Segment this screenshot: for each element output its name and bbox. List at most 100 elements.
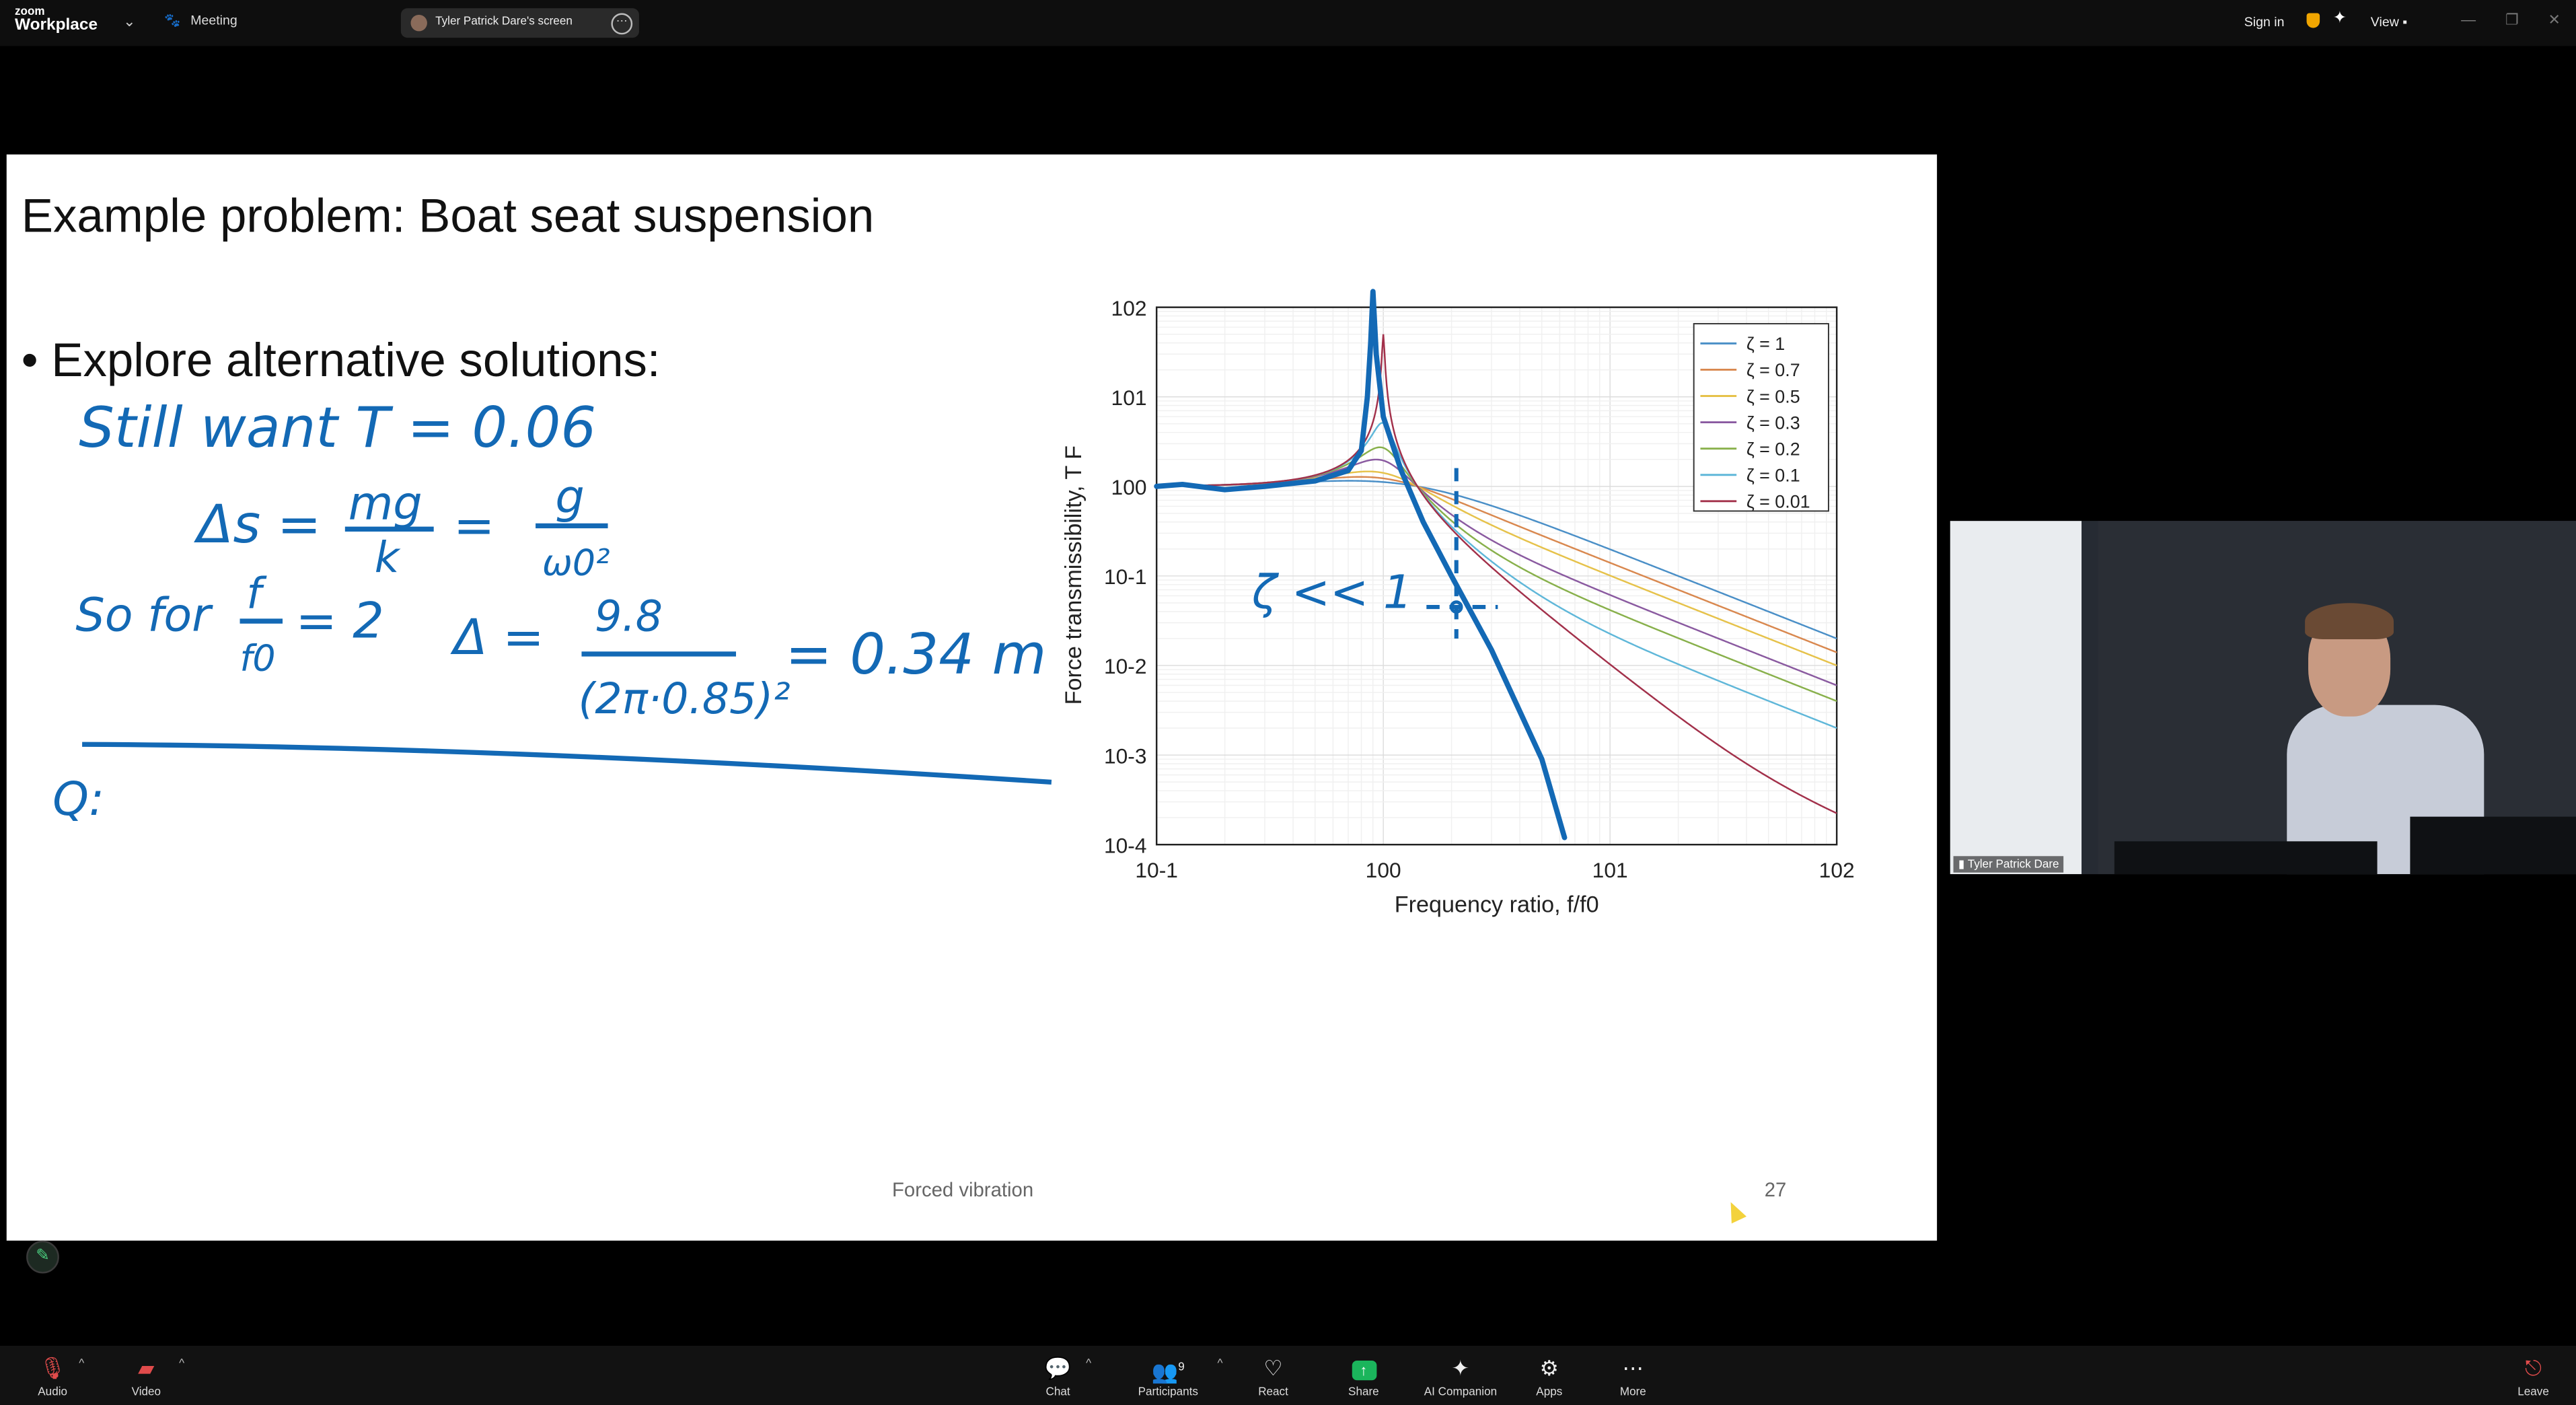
x-tick-label: 101 [1592,858,1628,882]
hw-mg: mg [348,478,422,531]
shared-screen-label: Tyler Patrick Dare's screen [435,16,573,28]
apps-label: Apps [1536,1387,1563,1399]
legend-entry: ζ = 0.1 [1746,466,1800,486]
participant-name-label: ▮ Tyler Patrick Dare [1953,856,2064,873]
microphone-muted-icon: 🎙 [38,1355,67,1381]
chat-label: Chat [1045,1387,1070,1399]
ai-sparkle-icon[interactable]: ✦ [2332,9,2347,28]
legend-entry: ζ = 0.2 [1746,439,1800,459]
restore-icon[interactable]: ❐ [2505,11,2519,28]
plot-frame [1155,306,1838,846]
hw-so-for: So for [75,589,213,643]
handwriting-layer: Still want T = 0.06 Δs = mg k = g ω0² So… [52,395,1052,826]
chat-button[interactable]: 💬 Chat [1008,1356,1107,1398]
apps-icon: ⚙ [1539,1355,1559,1381]
logo-small-text: zoom [14,6,45,18]
participants-label: Participants [1138,1387,1198,1399]
hw-delta-s: Δs = [194,494,321,555]
chevron-down-icon[interactable]: ⌄ [123,13,136,30]
more-options-icon[interactable]: ⋯ [611,13,633,35]
participants-count: 9 [1178,1362,1185,1374]
legend-entry: ζ = 0.3 [1746,412,1800,433]
zoom-workplace-logo: zoom Workplace [15,7,98,35]
y-tick-label: 10-2 [1104,654,1147,678]
y-tick-label: 101 [1111,386,1147,410]
series-line [1156,334,1837,814]
hw-line1: Still want T = 0.06 [79,395,596,460]
heart-icon: ♡ [1263,1355,1283,1381]
legend-entry: ζ = 0.01 [1746,492,1810,512]
x-tick-label: 100 [1366,858,1401,882]
shared-screen-pill[interactable]: Tyler Patrick Dare's screen ⋯ [400,8,639,38]
minimize-icon[interactable]: — [2461,11,2476,28]
hw-k: k [375,532,401,582]
y-tick-label: 10-4 [1104,833,1147,857]
legend-entry: ζ = 1 [1746,334,1785,354]
audio-button[interactable]: 🎙 Audio [3,1356,102,1398]
slide-bullet: • Explore alternative solutions: [21,335,661,388]
transmissibility-chart: 10-1 100 101 102 10-4 10-3 10-2 10-1 100 101 102 F… [1061,289,1855,917]
video-options-caret[interactable]: ^ [179,1359,185,1371]
participant-name: Tyler Patrick Dare [1967,859,2059,871]
ai-companion-icon: ✦ [1451,1355,1470,1381]
y-tick-label: 102 [1111,296,1147,320]
react-button[interactable]: ♡ React [1224,1356,1323,1398]
camera-off-icon: ▰ [138,1355,155,1381]
x-axis-label: Frequency ratio, f/f0 [1395,892,1599,917]
share-screen-icon: ↑ [1351,1360,1376,1381]
hw-q: Q: [52,773,104,826]
participants-icon: 👥9 [1151,1359,1185,1384]
video-button[interactable]: ▰ Video [97,1356,196,1398]
video-monitor-2 [2410,816,2576,875]
annotation-curve [1154,289,1568,840]
participants-button[interactable]: 👥9 Participants [1119,1356,1218,1398]
hw-f0: f0 [240,637,276,679]
hw-delta: Δ = [450,609,544,666]
legend: ζ = 1 ζ = 0.7 ζ = 0.5 ζ = 0.3 ζ = 0.2 ζ = 0.1… [1693,323,1829,512]
annotate-pencil-icon[interactable]: ✎ [26,1240,59,1274]
leave-label: Leave [2517,1387,2549,1399]
close-icon[interactable]: ✕ [2548,11,2561,28]
more-label: More [1619,1387,1646,1399]
meeting-label: Meeting [190,13,237,28]
y-tick-label: 10-3 [1104,744,1147,768]
top-bar: zoom Workplace ⌄ 🐾 Meeting Tyler Patrick … [0,0,2576,46]
shared-slide: Example problem: Boat seat suspension • … [6,154,1938,1241]
video-monitor [2114,841,2378,875]
paw-icon: 🐾 [164,13,181,28]
shield-icon[interactable] [2306,13,2320,28]
legend-entry: ζ = 0.7 [1746,360,1800,380]
y-tick-label: 10-1 [1104,565,1147,589]
hw-zeta-note: ζ << 1 [1251,567,1413,620]
share-button[interactable]: ↑ Share [1315,1356,1413,1398]
tick-labels: 10-1 100 101 102 10-4 10-3 10-2 10-1 100 101 102 [1104,296,1855,882]
ai-companion-button[interactable]: ✦ AI Companion [1411,1356,1510,1398]
hw-den: (2π·0.85)² [579,674,790,723]
x-tick-label: 10-1 [1135,858,1178,882]
hw-eq2: = [453,497,494,554]
view-menu[interactable]: View ▪ [2370,14,2408,30]
legend-entry: ζ = 0.5 [1746,386,1800,406]
share-label: Share [1348,1387,1379,1399]
participant-video[interactable]: ▮ Tyler Patrick Dare [1950,521,2576,875]
ai-companion-label: AI Companion [1424,1387,1498,1399]
meeting-toolbar: 🎙 Audio ^ ▰ Video ^ 💬 Chat ^ 👥9 Participants… [0,1345,2576,1405]
video-wall [1950,521,2082,875]
hw-result: = 0.34 m [785,622,1046,687]
annotation-layer [1154,289,1568,840]
slide-footer: Forced vibration [892,1178,1034,1202]
hw-divider-line [82,742,1052,785]
avatar [410,14,427,32]
meeting-menu[interactable]: 🐾 Meeting [164,13,237,28]
chat-options-caret[interactable]: ^ [1086,1359,1092,1371]
audio-options-caret[interactable]: ^ [79,1359,85,1371]
leave-icon: ⎋ [2524,1355,2542,1381]
leave-button[interactable]: ⎋ Leave [2484,1356,2576,1398]
chat-icon: 💬 [1044,1355,1072,1381]
audio-label: Audio [38,1387,68,1399]
more-button[interactable]: ⋯ More [1584,1356,1683,1398]
apps-button[interactable]: ⚙ Apps [1500,1356,1599,1398]
sign-in-link[interactable]: Sign in [2244,14,2285,30]
participants-options-caret[interactable]: ^ [1217,1359,1223,1371]
more-icon: ⋯ [1622,1355,1644,1381]
